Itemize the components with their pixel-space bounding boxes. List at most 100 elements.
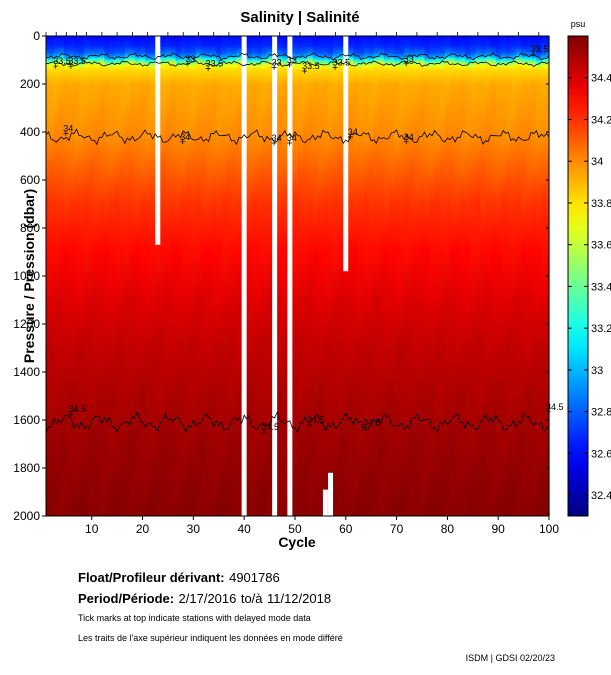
heatmap-column [94, 36, 100, 516]
heatmap-column [109, 36, 116, 516]
y-tick-label: 800 [20, 221, 40, 235]
heatmap-column [211, 36, 217, 516]
heatmap-column [190, 36, 197, 516]
float-id: 4901786 [229, 570, 280, 585]
y-tick-label: 1200 [13, 317, 40, 331]
heatmap-column [48, 36, 55, 516]
heatmap-column [348, 36, 354, 516]
contour-label-marker [68, 411, 74, 417]
float-line: Float/Profileur dérivant: 4901786 [78, 569, 280, 587]
heatmap-column [84, 36, 90, 516]
heatmap-column [114, 36, 121, 516]
colorbar-gradient [567, 35, 589, 517]
heatmap-column [104, 36, 111, 516]
colorbar-tick-label: 33.8 [591, 198, 611, 210]
colorbar-tick-label: 33.4 [591, 281, 611, 293]
heatmap-column [297, 36, 304, 516]
contour-line-34 [45, 128, 550, 146]
contour-label: 34 [287, 133, 297, 143]
contour-label: 33.5 [68, 56, 86, 66]
heatmap-column [388, 36, 395, 516]
heatmap-column [485, 36, 492, 516]
contour-line-34.5 [45, 410, 550, 434]
contour-label-marker [302, 68, 308, 74]
y-tick-label: 2000 [13, 509, 40, 523]
colorbar-tick-label: 33.2 [591, 323, 611, 335]
heatmap-column [261, 36, 268, 516]
heatmap-column [490, 36, 497, 516]
missing-data-gap [322, 489, 328, 516]
x-tick-label: 80 [441, 522, 455, 536]
heatmap-column [470, 36, 476, 516]
heatmap-column [368, 36, 375, 516]
heatmap-column [449, 36, 456, 516]
period-start: 2/17/2016 [178, 591, 237, 606]
heatmap-column [73, 36, 80, 516]
contour-label-marker [403, 61, 409, 67]
heatmap-column [526, 36, 532, 516]
heatmap-column [510, 36, 517, 516]
contour-label: 34.5 [363, 417, 381, 427]
contour-label-marker [286, 140, 292, 146]
heatmap-column [231, 36, 238, 516]
heatmap-column [455, 36, 461, 516]
heatmap-column [322, 36, 329, 516]
x-tick-label: 10 [85, 522, 99, 536]
y-tick-label: 200 [20, 77, 40, 91]
heatmap-column [531, 36, 537, 516]
colorbar-tick-label: 33.6 [591, 240, 611, 252]
heatmap-column [46, 36, 50, 516]
x-tick-label: 50 [288, 522, 302, 536]
heatmap-column [216, 36, 222, 516]
period-line: Period/Période: 2/17/2016 to/à 11/12/201… [78, 590, 331, 608]
contour-label: 34 [404, 132, 414, 142]
x-tick-label: 70 [390, 522, 404, 536]
y-tick-label: 1400 [13, 365, 40, 379]
contour-label: 34 [180, 132, 190, 142]
heatmap-column [394, 36, 400, 516]
colorbar-unit: psu [571, 19, 586, 29]
heatmap-column [267, 36, 273, 516]
missing-data-gap [241, 36, 247, 516]
colorbar-tick-label: 32.8 [591, 407, 611, 419]
colorbar-tick-label: 33 [591, 365, 603, 377]
period-sep: to/à [240, 591, 263, 606]
contour-label-marker [286, 62, 292, 68]
heatmap-column [134, 36, 141, 516]
contour-label: 33.5 [531, 44, 549, 54]
heatmap-column [63, 36, 70, 516]
heatmap-column [444, 36, 451, 516]
missing-data-gap [272, 36, 278, 516]
period-end: 11/12/2018 [266, 591, 332, 606]
contour-label-marker [261, 429, 267, 435]
x-tick-label: 90 [492, 522, 506, 536]
heatmap-column [302, 36, 309, 516]
contour-label: 34 [272, 133, 282, 143]
contour-label: 33 [185, 54, 195, 64]
heatmap-column [358, 36, 365, 516]
contour-label-marker [403, 139, 409, 145]
missing-data-gaps [155, 36, 349, 516]
heatmap-column [399, 36, 405, 516]
contour-label-marker [68, 63, 74, 69]
heatmap-column [353, 36, 360, 516]
colorbar: 32.4 32.6 32.8 33 33.2 33.4 33.6 33.8 34 34.2 34.4 [567, 35, 611, 517]
contour-label-marker [332, 64, 338, 70]
contour-label: 33 [287, 55, 297, 65]
heatmap-column [200, 36, 207, 516]
chart-title: Salinity | Salinité [240, 9, 359, 26]
missing-data-gap [287, 36, 293, 516]
heatmap-column [165, 36, 172, 516]
heatmap-column [414, 36, 421, 516]
contour-label: 34.5 [546, 402, 564, 412]
heatmap-column [58, 36, 65, 516]
heatmap-column [521, 36, 527, 516]
contour-label: 33.5 [206, 59, 224, 69]
heatmap-column [79, 36, 85, 516]
heatmap-column [129, 36, 136, 516]
x-tick-label: 40 [237, 522, 251, 536]
heatmap-column [429, 36, 436, 516]
heatmap-column [495, 36, 502, 516]
heatmap-column [536, 36, 542, 516]
